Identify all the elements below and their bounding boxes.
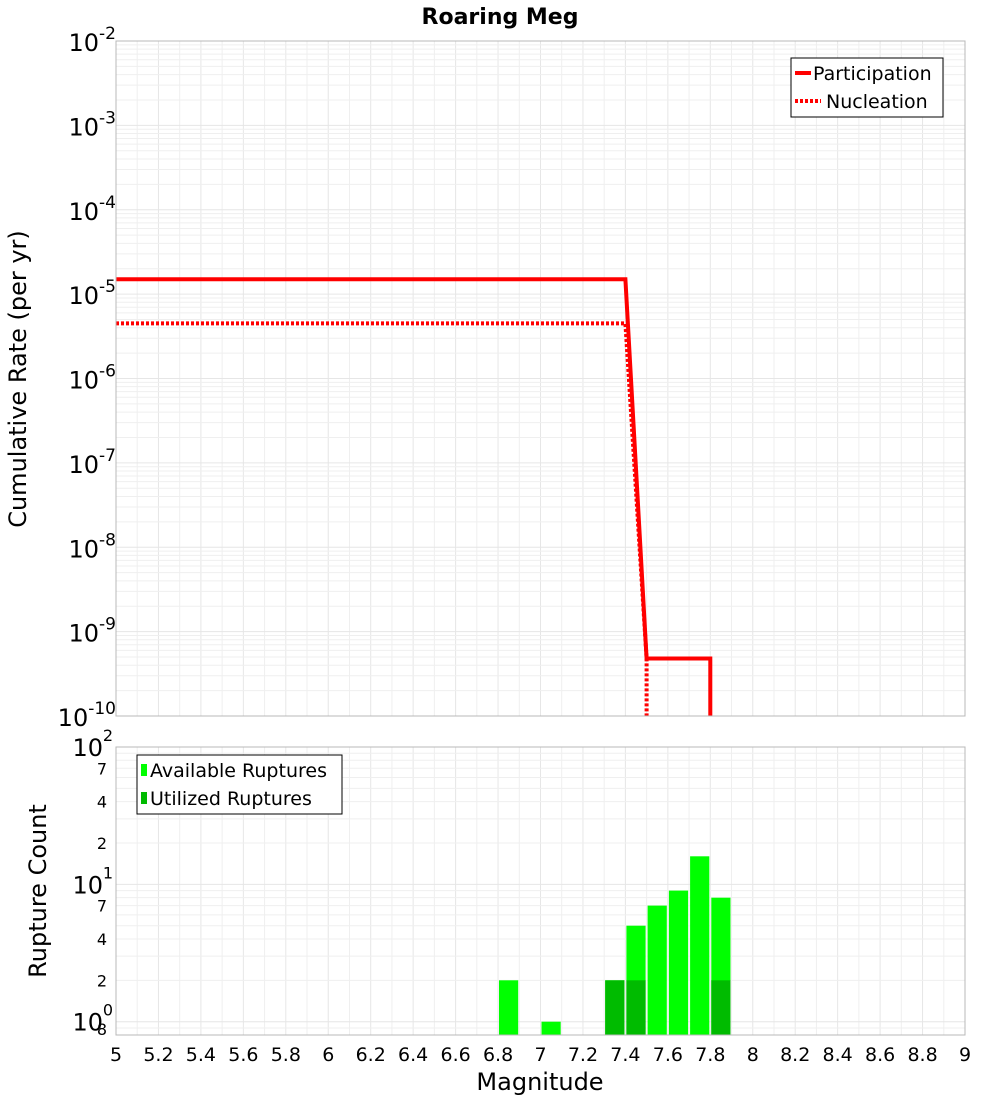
x-tick-label: 5.2 <box>143 1044 173 1066</box>
x-tick-label: 6.8 <box>483 1044 513 1066</box>
bottom-legend-box <box>136 754 343 815</box>
x-tick-label: 7.6 <box>653 1044 683 1066</box>
bottom-plot-bars <box>499 856 731 1035</box>
bar-available <box>690 856 710 1035</box>
top-y-tick-label: 10-6 <box>69 362 117 395</box>
x-tick-label: 7 <box>534 1044 546 1066</box>
bottom-y-tick-label-major: 10 <box>72 1009 103 1037</box>
x-tick-label: 6.2 <box>356 1044 386 1066</box>
bar-available <box>499 980 519 1035</box>
legend-label-participation: Participation <box>813 63 932 85</box>
x-tick-label: 8.8 <box>907 1044 937 1066</box>
bar-utilized <box>605 980 625 1035</box>
top-plot-series <box>116 277 713 716</box>
bottom-y-tick-exponent: 1 <box>103 863 113 882</box>
bottom-y-tick-label-minor: 4 <box>97 930 107 949</box>
x-tick-label: 5.4 <box>186 1044 216 1066</box>
top-y-tick-label: 10-4 <box>69 193 117 226</box>
bottom-legend: Available Ruptures Utilized Ruptures <box>136 754 343 815</box>
legend-label-nucleation: Nucleation <box>826 91 928 113</box>
legend-label-utilized: Utilized Ruptures <box>150 788 312 810</box>
x-tick-label: 8.4 <box>823 1044 853 1066</box>
bottom-y-tick-label-minor: 2 <box>97 971 107 990</box>
top-plot-frame <box>115 40 966 717</box>
bar-utilized <box>626 980 646 1035</box>
chart-title: Roaring Meg <box>422 5 579 30</box>
bar-available <box>647 905 667 1035</box>
x-tick-label: 6.4 <box>398 1044 428 1066</box>
legend-label-available: Available Ruptures <box>150 760 327 782</box>
bottom-y-tick-label-major: 10 <box>72 734 103 762</box>
top-y-tick-label: 10-3 <box>69 108 117 141</box>
legend-swatch-available <box>141 764 147 776</box>
x-tick-label: 7.4 <box>610 1044 640 1066</box>
x-tick-label: 7.2 <box>568 1044 598 1066</box>
bottom-plot-frame <box>115 746 966 1036</box>
top-legend-box <box>790 57 944 118</box>
top-y-tick-label: 10-10 <box>58 699 116 732</box>
top-y-tick-label: 10-2 <box>69 24 117 57</box>
top-y-axis-label: Cumulative Rate (per yr) <box>4 230 32 528</box>
series-line-nucleation <box>116 321 649 716</box>
bottom-y-tick-label-major: 10 <box>72 871 103 899</box>
bar-available <box>541 1021 561 1035</box>
x-tick-label: 8.6 <box>865 1044 895 1066</box>
x-tick-label: 6.6 <box>440 1044 470 1066</box>
x-tick-label: 9 <box>959 1044 971 1066</box>
bottom-y-axis-label: Rupture Count <box>24 804 52 978</box>
x-tick-label: 6 <box>322 1044 334 1066</box>
x-tick-label: 8.2 <box>780 1044 810 1066</box>
bottom-y-tick-exponent: 0 <box>103 1001 113 1020</box>
x-tick-label: 5.6 <box>228 1044 258 1066</box>
x-tick-label: 5 <box>110 1044 122 1066</box>
x-tick-label: 7.8 <box>695 1044 725 1066</box>
bottom-y-tick-label-minor: 8 <box>97 1020 107 1039</box>
x-axis-label: Magnitude <box>476 1068 603 1096</box>
top-y-tick-label: 10-5 <box>69 277 117 310</box>
top-y-tick-label: 10-9 <box>69 615 117 648</box>
bottom-y-tick-label-minor: 7 <box>97 897 107 916</box>
bottom-y-tick-label-minor: 2 <box>97 834 107 853</box>
bottom-y-tick-label-minor: 4 <box>97 793 107 812</box>
top-plot-grid <box>115 41 966 717</box>
bar-utilized <box>711 980 731 1035</box>
top-y-tick-label: 10-8 <box>69 530 117 563</box>
legend-swatch-utilized <box>141 792 147 804</box>
bottom-y-tick-exponent: 2 <box>103 726 113 745</box>
x-tick-label: 5.8 <box>271 1044 301 1066</box>
bottom-y-tick-label-minor: 7 <box>97 759 107 778</box>
x-tick-label: 8 <box>747 1044 759 1066</box>
x-tick-labels: 5 5.2 5.4 5.6 5.8 6 6.2 6.4 6.6 6.8 7 7.2 7.4 7.6 7.8 8… <box>110 1044 971 1066</box>
top-y-tick-labels: 10-2 10-3 10-4 10-5 10-6 10-7 10-8 10-9 10-10 <box>58 24 116 732</box>
top-legend: Participation Nucleation <box>790 57 944 118</box>
top-y-tick-label: 10-7 <box>69 446 117 479</box>
bar-available <box>668 890 689 1035</box>
